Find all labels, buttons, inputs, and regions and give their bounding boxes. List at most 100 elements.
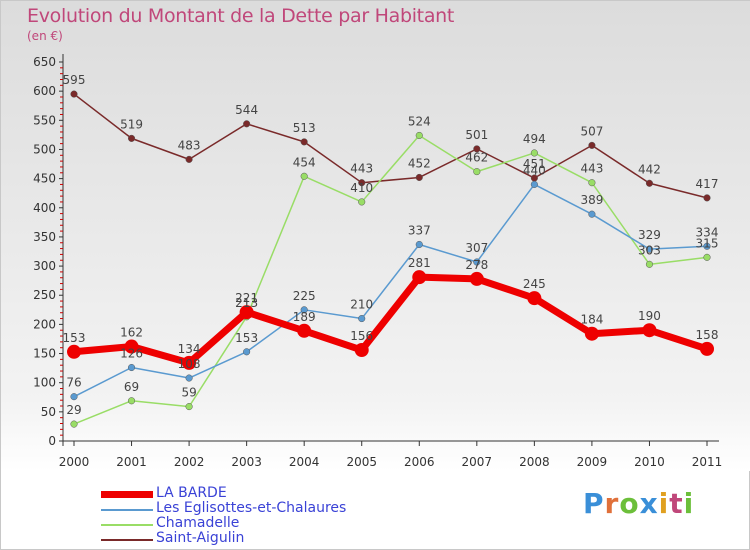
data-label: 519 (120, 117, 143, 131)
x-tick-label: 2000 (59, 455, 90, 469)
data-point (67, 344, 81, 359)
y-tick-label: 100 (33, 376, 56, 390)
data-point (415, 173, 423, 181)
data-label: 452 (408, 156, 431, 170)
data-point (588, 210, 596, 218)
data-point (473, 168, 481, 176)
data-label: 389 (580, 193, 603, 207)
data-point (588, 141, 596, 149)
data-point (645, 179, 654, 187)
data-label: 443 (580, 162, 603, 176)
data-point (124, 339, 139, 354)
data-label: 278 (465, 258, 488, 272)
data-point (642, 323, 657, 338)
y-tick-label: 200 (33, 317, 56, 331)
data-label: 307 (465, 241, 488, 255)
brand-letter: i (683, 487, 695, 520)
data-point (645, 260, 654, 268)
data-label: 451 (523, 157, 546, 171)
data-point (185, 155, 193, 163)
data-label: 156 (350, 329, 373, 343)
data-label: 337 (408, 224, 431, 238)
chart-title: Evolution du Montant de la Dette par Hab… (27, 5, 455, 27)
data-point (70, 420, 78, 428)
brand-logo: Proxiti (583, 487, 694, 520)
brand-letter: o (619, 487, 640, 520)
data-point (182, 355, 197, 370)
data-point (185, 403, 193, 411)
data-point (584, 326, 599, 341)
data-label: 443 (350, 162, 373, 176)
x-tick-label: 2009 (577, 455, 608, 469)
data-label: 329 (638, 228, 661, 242)
series-line-0 (73, 273, 709, 367)
data-point (358, 198, 366, 206)
data-point (530, 180, 538, 188)
data-label: 162 (120, 326, 143, 340)
data-point (703, 194, 711, 202)
data-label: 225 (293, 289, 316, 303)
data-point (127, 134, 136, 142)
data-label: 544 (235, 103, 258, 117)
data-label: 501 (465, 128, 488, 142)
data-point (300, 172, 308, 180)
brand-letter: x (639, 487, 659, 520)
y-tick-label: 350 (33, 230, 56, 244)
line-chart: 0 50 100 150 200 250 300 350 400 450 500 550 600 650 2… (33, 54, 722, 469)
data-point (530, 149, 538, 157)
legend-swatch (101, 491, 153, 498)
data-label: 524 (408, 114, 431, 128)
y-tick-label: 600 (33, 84, 56, 98)
data-label: 494 (523, 132, 546, 146)
data-label: 595 (63, 73, 86, 87)
x-tick-label: 2010 (634, 455, 665, 469)
data-point (415, 131, 423, 140)
data-label: 417 (696, 177, 719, 191)
legend-swatch (101, 509, 153, 511)
y-tick-label: 250 (33, 288, 56, 302)
data-label: 507 (580, 124, 603, 138)
y-tick-label: 400 (33, 201, 56, 215)
series-line-2 (73, 134, 708, 425)
data-label: 442 (638, 162, 661, 176)
x-tick-label: 2001 (116, 455, 147, 469)
x-tick-label: 2005 (346, 455, 377, 469)
y-tick-label: 50 (41, 405, 56, 419)
series-line-1 (73, 183, 708, 398)
data-label: 184 (580, 313, 603, 327)
brand-letter: P (583, 487, 605, 520)
data-label: 303 (638, 243, 661, 257)
data-point (300, 306, 308, 314)
data-point (185, 374, 193, 382)
x-tick-label: 2002 (174, 455, 205, 469)
legend-swatch (101, 539, 153, 541)
data-point (703, 242, 711, 250)
data-point (412, 270, 427, 285)
data-point (300, 138, 308, 146)
y-tick-label: 450 (33, 172, 56, 186)
data-label: 221 (235, 291, 258, 305)
x-tick-label: 2004 (289, 455, 320, 469)
x-tick-label: 2003 (231, 455, 262, 469)
data-label: 108 (178, 357, 201, 371)
y-tick-label: 550 (33, 113, 56, 127)
data-label: 190 (638, 309, 661, 323)
data-label: 334 (696, 225, 719, 239)
data-point (473, 258, 481, 266)
x-tick-label: 2008 (519, 455, 550, 469)
data-label: 281 (408, 256, 431, 270)
data-point (473, 145, 481, 153)
brand-letter: t (669, 487, 684, 520)
data-label: 210 (350, 298, 373, 312)
data-label: 134 (178, 342, 201, 356)
data-point (243, 348, 251, 356)
chart-unit: (en €) (27, 29, 63, 43)
data-point (703, 253, 711, 261)
data-point (127, 397, 136, 405)
data-label: 76 (66, 376, 81, 390)
data-point (588, 179, 596, 187)
data-label: 59 (181, 386, 196, 400)
data-label: 245 (523, 277, 546, 291)
data-label: 29 (66, 403, 81, 417)
